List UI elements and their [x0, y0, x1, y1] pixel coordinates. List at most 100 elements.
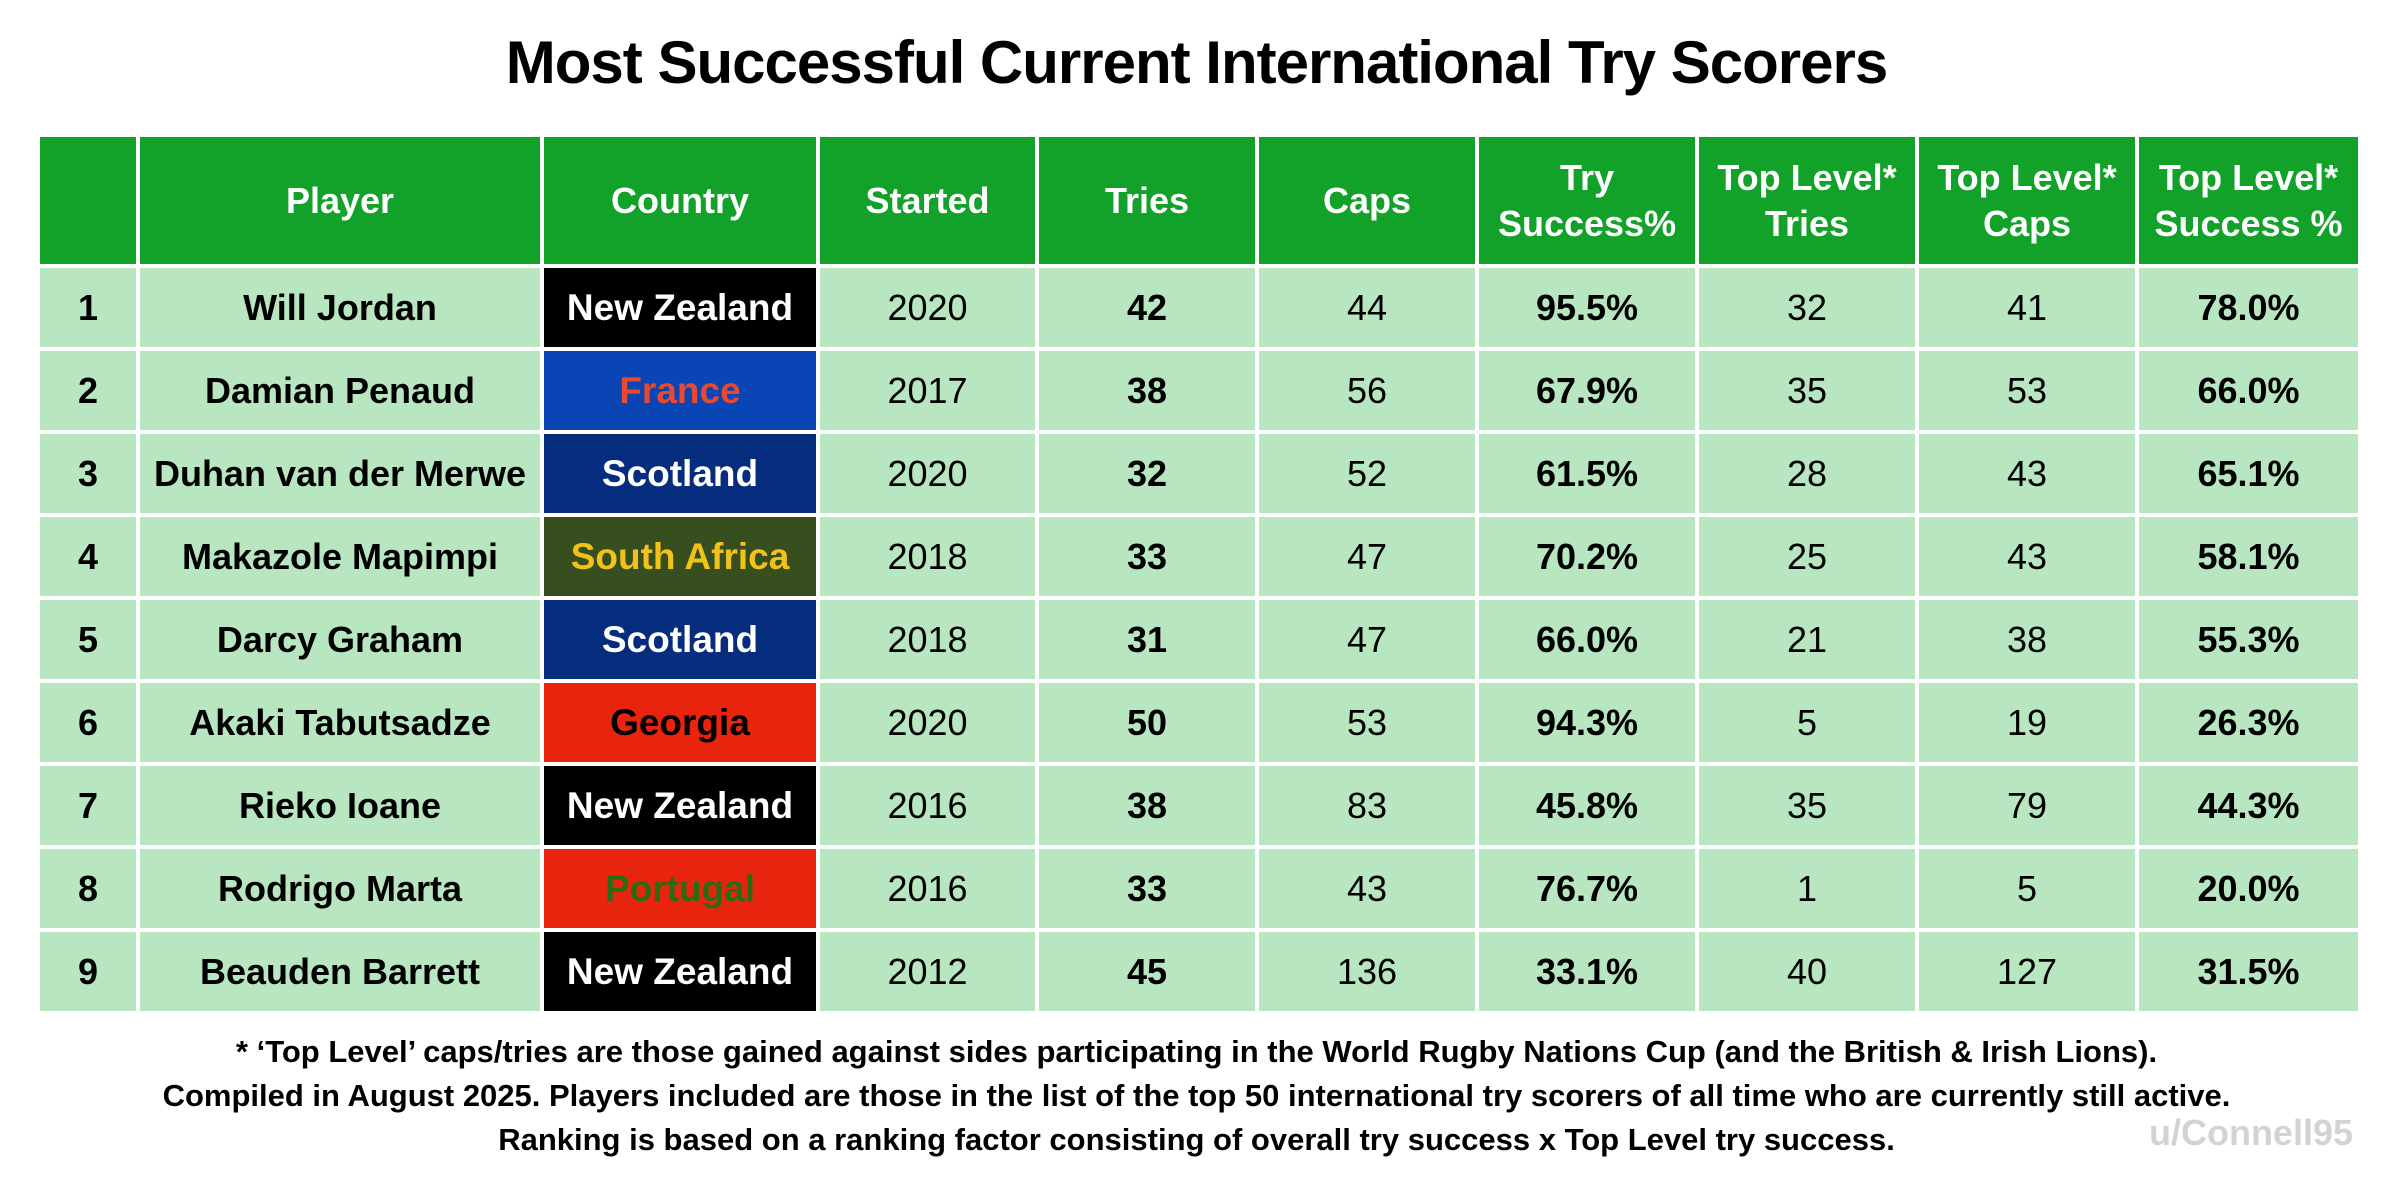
started-cell: 2020	[816, 430, 1039, 517]
tries-cell: 33	[1035, 845, 1259, 932]
caps-cell: 56	[1255, 347, 1479, 434]
caps-cell: 52	[1255, 430, 1479, 517]
top-level-caps-cell: 43	[1915, 430, 2139, 517]
table-row: 7 Rieko Ioane New Zealand 2016 38 83 45.8% 35 79…	[36, 762, 2362, 849]
rank-cell: 7	[36, 762, 140, 849]
top-level-tries-cell: 1	[1695, 845, 1919, 932]
country-cell: New Zealand	[540, 928, 820, 1015]
started-cell: 2016	[816, 762, 1039, 849]
try-success-cell: 67.9%	[1475, 347, 1699, 434]
header-country: Country	[540, 133, 820, 268]
started-cell: 2017	[816, 347, 1039, 434]
header-row: Player Country Started Tries Caps Try Suc…	[36, 133, 2362, 268]
top-level-tries-cell: 35	[1695, 762, 1919, 849]
tries-cell: 50	[1035, 679, 1259, 766]
caps-cell: 136	[1255, 928, 1479, 1015]
top-level-caps-cell: 43	[1915, 513, 2139, 600]
top-level-caps-cell: 38	[1915, 596, 2139, 683]
top-level-success-cell: 31.5%	[2135, 928, 2362, 1015]
table-row: 8 Rodrigo Marta Portugal 2016 33 43 76.7% 1 5 20.…	[36, 845, 2362, 932]
top-level-tries-cell: 5	[1695, 679, 1919, 766]
top-level-success-cell: 26.3%	[2135, 679, 2362, 766]
top-level-success-cell: 58.1%	[2135, 513, 2362, 600]
table-row: 5 Darcy Graham Scotland 2018 31 47 66.0% 21 38 55…	[36, 596, 2362, 683]
top-level-caps-cell: 5	[1915, 845, 2139, 932]
top-level-tries-cell: 32	[1695, 264, 1919, 351]
country-cell: South Africa	[540, 513, 820, 600]
header-rank	[36, 133, 140, 268]
player-cell: Akaki Tabutsadze	[136, 679, 544, 766]
caps-cell: 83	[1255, 762, 1479, 849]
table-row: 3 Duhan van der Merwe Scotland 2020 32 52 61.5…	[36, 430, 2362, 517]
country-cell: New Zealand	[540, 264, 820, 351]
footnote-line: Ranking is based on a ranking factor con…	[498, 1122, 1895, 1157]
top-level-tries-cell: 35	[1695, 347, 1919, 434]
tries-cell: 45	[1035, 928, 1259, 1015]
player-cell: Damian Penaud	[136, 347, 544, 434]
footnotes: * ‘Top Level’ caps/tries are those gaine…	[0, 1030, 2393, 1162]
rank-cell: 9	[36, 928, 140, 1015]
started-cell: 2020	[816, 264, 1039, 351]
table-row: 4 Makazole Mapimpi South Africa 2018 33 47 70.…	[36, 513, 2362, 600]
top-level-success-cell: 44.3%	[2135, 762, 2362, 849]
top-level-caps-cell: 79	[1915, 762, 2139, 849]
tries-cell: 33	[1035, 513, 1259, 600]
try-success-cell: 45.8%	[1475, 762, 1699, 849]
top-level-caps-cell: 41	[1915, 264, 2139, 351]
footnote-line: Compiled in August 2025. Players include…	[162, 1078, 2231, 1113]
table-body: 1 Will Jordan New Zealand 2020 42 44 95.5% 32 41…	[36, 264, 2362, 1015]
country-cell: France	[540, 347, 820, 434]
player-cell: Darcy Graham	[136, 596, 544, 683]
player-cell: Makazole Mapimpi	[136, 513, 544, 600]
player-cell: Beauden Barrett	[136, 928, 544, 1015]
started-cell: 2020	[816, 679, 1039, 766]
started-cell: 2018	[816, 513, 1039, 600]
player-cell: Rieko Ioane	[136, 762, 544, 849]
try-success-cell: 95.5%	[1475, 264, 1699, 351]
header-caps: Caps	[1255, 133, 1479, 268]
top-level-tries-cell: 25	[1695, 513, 1919, 600]
try-success-cell: 61.5%	[1475, 430, 1699, 517]
country-cell: New Zealand	[540, 762, 820, 849]
started-cell: 2016	[816, 845, 1039, 932]
chart-title: Most Successful Current International Tr…	[505, 29, 1888, 96]
caps-cell: 47	[1255, 513, 1479, 600]
rank-cell: 1	[36, 264, 140, 351]
top-level-tries-cell: 21	[1695, 596, 1919, 683]
top-level-success-cell: 78.0%	[2135, 264, 2362, 351]
try-success-cell: 66.0%	[1475, 596, 1699, 683]
rank-cell: 3	[36, 430, 140, 517]
player-cell: Rodrigo Marta	[136, 845, 544, 932]
try-success-cell: 76.7%	[1475, 845, 1699, 932]
country-cell: Scotland	[540, 430, 820, 517]
rank-cell: 5	[36, 596, 140, 683]
footnote-line: * ‘Top Level’ caps/tries are those gaine…	[235, 1034, 2158, 1069]
rank-cell: 6	[36, 679, 140, 766]
top-level-caps-cell: 53	[1915, 347, 2139, 434]
top-level-caps-cell: 19	[1915, 679, 2139, 766]
rank-cell: 2	[36, 347, 140, 434]
header-top-level-caps: Top Level* Caps	[1915, 133, 2139, 268]
caps-cell: 43	[1255, 845, 1479, 932]
try-scorers-table: Player Country Started Tries Caps Try Suc…	[36, 133, 2362, 1015]
tries-cell: 31	[1035, 596, 1259, 683]
try-success-cell: 94.3%	[1475, 679, 1699, 766]
top-level-caps-cell: 127	[1915, 928, 2139, 1015]
table-row: 2 Damian Penaud France 2017 38 56 67.9% 35 53 66.…	[36, 347, 2362, 434]
header-player: Player	[136, 133, 544, 268]
player-cell: Will Jordan	[136, 264, 544, 351]
table-row: 9 Beauden Barrett New Zealand 2012 45 136 33.1…	[36, 928, 2362, 1015]
country-cell: Georgia	[540, 679, 820, 766]
top-level-success-cell: 66.0%	[2135, 347, 2362, 434]
caps-cell: 44	[1255, 264, 1479, 351]
header-started: Started	[816, 133, 1039, 268]
started-cell: 2018	[816, 596, 1039, 683]
tries-cell: 38	[1035, 347, 1259, 434]
started-cell: 2012	[816, 928, 1039, 1015]
table-row: 1 Will Jordan New Zealand 2020 42 44 95.5% 32 41…	[36, 264, 2362, 351]
header-tries: Tries	[1035, 133, 1259, 268]
player-cell: Duhan van der Merwe	[136, 430, 544, 517]
country-cell: Scotland	[540, 596, 820, 683]
top-level-success-cell: 55.3%	[2135, 596, 2362, 683]
caps-cell: 53	[1255, 679, 1479, 766]
